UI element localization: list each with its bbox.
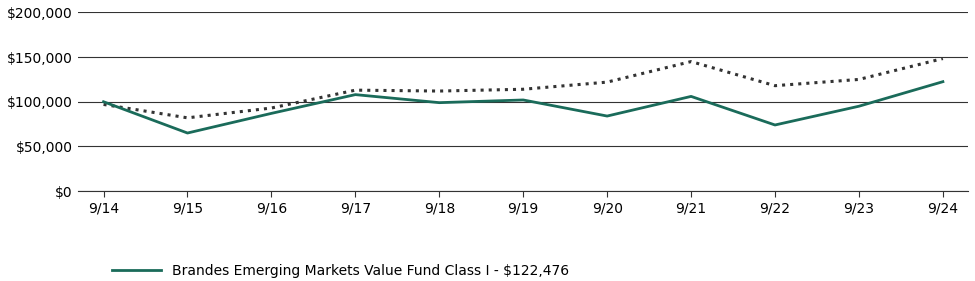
Legend: Brandes Emerging Markets Value Fund Class I - $122,476, MSCI Emerging Markets In: Brandes Emerging Markets Value Fund Clas… [112,264,568,281]
